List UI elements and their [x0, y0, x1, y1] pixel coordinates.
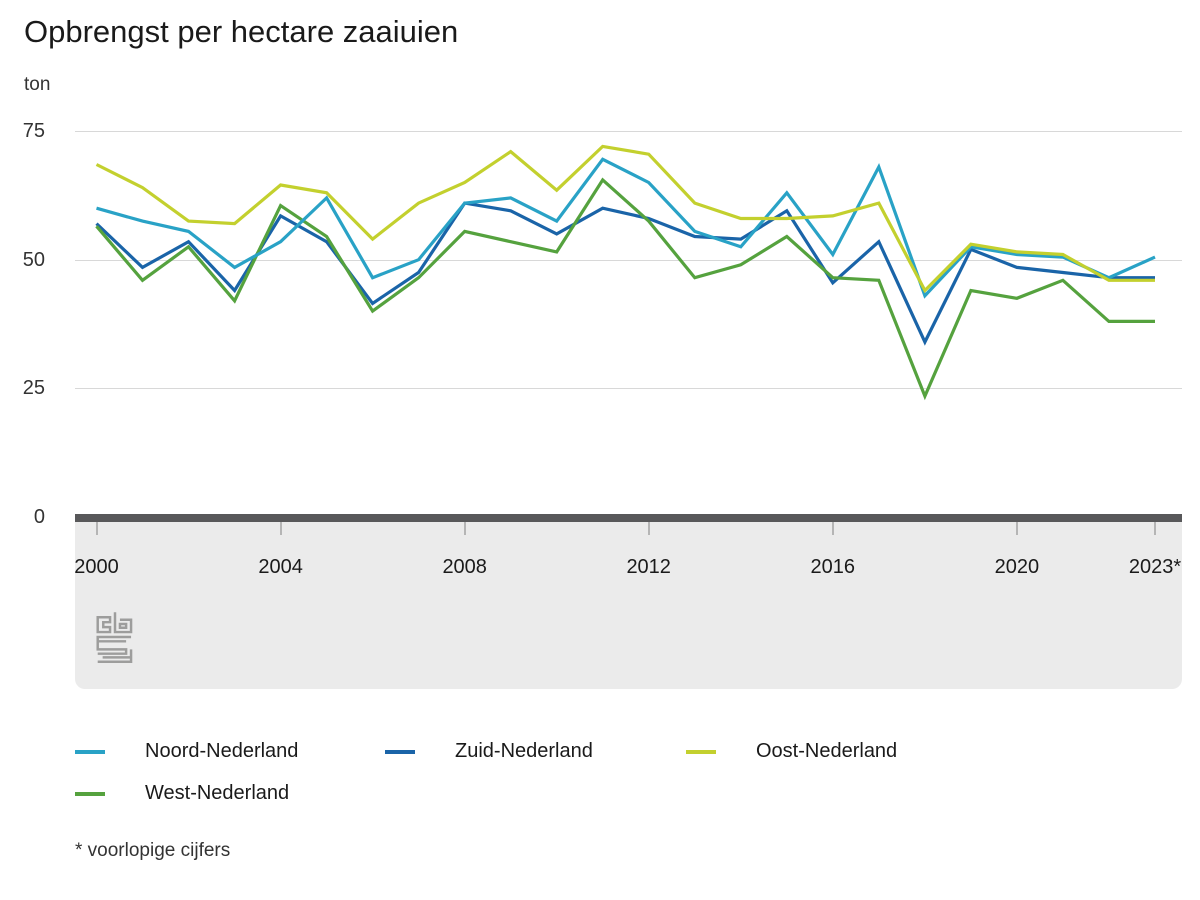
y-tick-label-75: 75 — [22, 120, 45, 142]
x-axis-bar — [75, 514, 1182, 522]
series-line-noord-nederland — [96, 157, 1156, 299]
legend-label-oost-nederland: Oost-Nederland — [756, 740, 898, 762]
logo-letter-s — [96, 635, 133, 663]
x-tick-2004 — [279, 522, 282, 535]
y-tick-label-0: 0 — [33, 506, 45, 528]
legend-label-west-nederland: West-Nederland — [145, 782, 290, 804]
x-tick-label-2008: 2008 — [442, 556, 487, 578]
legend-swatch-noord-nederland — [75, 749, 105, 754]
logo-letter-c — [96, 616, 112, 634]
x-tick-2008 — [463, 522, 466, 535]
chart-legend: Noord-Nederland Zuid-Nederland Oost-Nederl… — [75, 738, 1135, 807]
logo-letter-b — [113, 612, 133, 634]
x-tick-2016 — [831, 522, 834, 535]
legend-item-oost-nederland: Oost-Nederland — [686, 738, 1135, 765]
legend-label-noord-nederland: Noord-Nederland — [145, 740, 299, 762]
chart-title: Opbrengst per hectare zaaiuien — [24, 14, 459, 49]
x-tick-label-2020: 2020 — [994, 556, 1040, 578]
x-tick-2000 — [95, 522, 98, 535]
x-tick-label-2000: 2000 — [74, 556, 119, 578]
legend-swatch-zuid-nederland — [385, 749, 415, 754]
footnote-provisional-figures: * voorlopige cijfers — [75, 840, 231, 861]
x-tick-2020 — [1015, 522, 1018, 535]
y-tick-label-25: 25 — [22, 377, 45, 400]
series-line-oost-nederland — [95, 144, 1155, 294]
legend-item-west-nederland: West-Nederland — [75, 780, 385, 807]
x-axis-panel: 2000 2004 2008 2012 2016 2020 2023* — [74, 522, 1182, 689]
y-axis-unit-label: ton — [24, 74, 51, 95]
gridline-25 — [75, 388, 1182, 390]
line-chart-plot[interactable] — [0, 0, 1200, 560]
legend-item-noord-nederland: Noord-Nederland — [75, 738, 385, 765]
gridline-75 — [75, 131, 1182, 132]
series-line-zuid-nederland — [95, 201, 1155, 346]
x-tick-2023 — [1154, 522, 1156, 535]
x-tick-label-2004: 2004 — [258, 556, 303, 578]
gridline-50 — [75, 259, 1182, 261]
legend-item-zuid-nederland: Zuid-Nederland — [385, 738, 686, 765]
cbs-logo — [94, 608, 136, 671]
x-tick-label-2012: 2012 — [626, 556, 671, 578]
series-line-west-nederland — [95, 177, 1155, 401]
x-tick-label-2016: 2016 — [810, 556, 856, 578]
legend-swatch-west-nederland — [75, 791, 105, 796]
x-tick-label-2023: 2023* — [1128, 556, 1182, 578]
legend-label-zuid-nederland: Zuid-Nederland — [455, 740, 593, 762]
y-tick-label-50: 50 — [22, 248, 45, 271]
legend-swatch-oost-nederland — [686, 749, 716, 754]
x-tick-2012 — [647, 522, 650, 535]
